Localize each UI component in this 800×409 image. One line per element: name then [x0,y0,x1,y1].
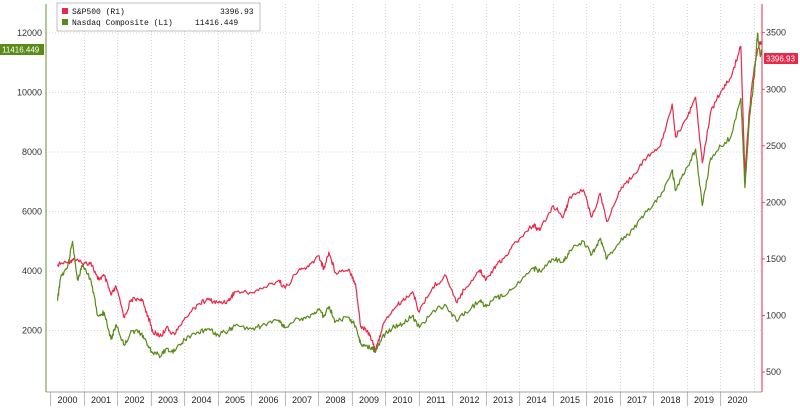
left-axis-tick-label: 8000 [22,147,42,157]
x-axis-tick-label: 2001 [91,395,111,405]
right-axis-tick-label: 1000 [766,310,786,320]
legend-label-sp500: S&P500 (R1) [72,8,125,17]
right-axis-tick-label: 3500 [766,28,786,38]
x-axis-tick-label: 2019 [694,395,714,405]
sp500-series-line [56,41,763,353]
legend-value-sp500: 3396.93 [220,8,254,17]
sp500-last-value-badge [764,53,798,64]
right-axis-tick-label: 2500 [766,141,786,151]
nasdaq-series-line [56,32,763,359]
legend: S&P500 (R1) 3396.93 Nasdaq Composite (L1… [56,2,261,32]
x-axis-tick-label: 2013 [493,395,513,405]
x-axis-tick-label: 2012 [459,395,479,405]
x-axis-tick-label: 2014 [526,395,546,405]
sp500-last-value-text: 3396.93 [766,55,795,64]
left-axis-tick-label: 2000 [22,326,42,336]
x-axis-tick-label: 2007 [292,395,312,405]
x-axis-tick-label: 2000 [57,395,77,405]
right-axis-tick-label: 500 [766,367,781,377]
x-axis-tick-label: 2018 [660,395,680,405]
legend-swatch-sp500 [62,8,68,14]
x-axis-tick-label: 2017 [627,395,647,405]
left-axis-tick-label: 10000 [17,88,42,98]
left-axis-tick-label: 6000 [22,207,42,217]
x-axis-tick-label: 2006 [258,395,278,405]
axes: 2000 4000 6000 8000 10000 12000 500 1000 1500 200… [17,4,786,406]
left-axis-tick-label: 4000 [22,266,42,276]
x-axis-tick-label: 2015 [560,395,580,405]
x-axis-tick-label: 2002 [124,395,144,405]
legend-swatch-nasdaq [62,19,68,25]
left-axis-tick-label: 12000 [17,28,42,38]
series-lines [56,32,763,359]
nasdaq-last-value-badge [0,44,44,55]
x-axis-tick-label: 2011 [426,395,445,405]
nasdaq-last-value-text: 11416.449 [2,46,40,55]
x-axis-tick-label: 2004 [191,395,211,405]
x-axis-tick-label: 2020 [727,395,747,405]
x-axis-tick-label: 2010 [392,395,412,405]
right-axis-tick-label: 1500 [766,254,786,264]
x-axis-tick-label: 2008 [325,395,345,405]
x-axis-tick-label: 2003 [158,395,178,405]
legend-label-nasdaq: Nasdaq Composite (L1) [72,19,173,28]
x-axis-tick-label: 2009 [359,395,379,405]
right-axis-tick-label: 3000 [766,84,786,94]
legend-value-nasdaq: 11416.449 [195,19,238,28]
right-axis-tick-label: 2000 [766,197,786,207]
x-axis-tick-label: 2016 [593,395,613,405]
legend-box [56,2,261,32]
x-axis-tick-label: 2005 [225,395,245,405]
grid-lines [46,4,762,392]
last-value-badges: 11416.449 3396.93 [0,44,798,64]
